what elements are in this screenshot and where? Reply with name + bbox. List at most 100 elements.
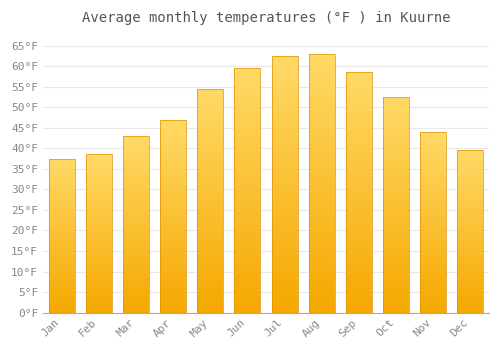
Bar bbox=[308, 196, 334, 199]
Bar bbox=[346, 149, 372, 152]
Bar bbox=[48, 257, 74, 259]
Bar bbox=[48, 180, 74, 182]
Bar bbox=[48, 226, 74, 228]
Bar bbox=[420, 237, 446, 238]
Bar bbox=[86, 249, 112, 251]
Bar bbox=[272, 84, 297, 87]
Bar bbox=[420, 235, 446, 237]
Bar bbox=[123, 147, 149, 148]
Bar bbox=[48, 186, 74, 188]
Bar bbox=[308, 204, 334, 206]
Bar bbox=[420, 247, 446, 249]
Bar bbox=[123, 162, 149, 164]
Bar bbox=[308, 294, 334, 297]
Bar bbox=[420, 291, 446, 293]
Bar bbox=[86, 305, 112, 306]
Bar bbox=[234, 68, 260, 71]
Bar bbox=[383, 306, 409, 308]
Bar bbox=[383, 119, 409, 121]
Bar bbox=[308, 191, 334, 194]
Bar bbox=[123, 309, 149, 311]
Bar bbox=[197, 241, 223, 243]
Bar bbox=[346, 87, 372, 89]
Bar bbox=[420, 190, 446, 191]
Bar bbox=[308, 266, 334, 269]
Bar bbox=[272, 79, 297, 82]
Bar bbox=[123, 297, 149, 299]
Bar bbox=[123, 159, 149, 161]
Bar bbox=[346, 147, 372, 149]
Bar bbox=[346, 276, 372, 279]
Bar bbox=[272, 164, 297, 166]
Bar bbox=[458, 280, 483, 282]
Bar bbox=[123, 201, 149, 203]
Bar bbox=[420, 141, 446, 143]
Bar bbox=[420, 195, 446, 197]
Bar bbox=[160, 123, 186, 125]
Bar bbox=[420, 282, 446, 284]
Bar bbox=[458, 290, 483, 292]
Bar bbox=[272, 297, 297, 300]
Bar bbox=[197, 122, 223, 125]
Bar bbox=[458, 288, 483, 290]
Bar bbox=[234, 203, 260, 205]
Bar bbox=[123, 299, 149, 300]
Bar bbox=[420, 148, 446, 150]
Bar bbox=[86, 156, 112, 158]
Bar bbox=[160, 307, 186, 309]
Bar bbox=[308, 175, 334, 178]
Bar bbox=[197, 102, 223, 104]
Bar bbox=[420, 197, 446, 199]
Bar bbox=[458, 154, 483, 155]
Bar bbox=[86, 275, 112, 276]
Bar bbox=[234, 239, 260, 242]
Bar bbox=[420, 204, 446, 206]
Bar bbox=[458, 279, 483, 280]
Bar bbox=[86, 289, 112, 290]
Bar bbox=[420, 191, 446, 193]
Bar bbox=[458, 238, 483, 240]
Bar bbox=[272, 210, 297, 212]
Bar bbox=[308, 149, 334, 152]
Bar bbox=[308, 183, 334, 186]
Bar bbox=[123, 282, 149, 284]
Bar bbox=[420, 132, 446, 134]
Bar bbox=[272, 128, 297, 130]
Bar bbox=[420, 186, 446, 188]
Bar bbox=[86, 221, 112, 223]
Bar bbox=[86, 206, 112, 208]
Bar bbox=[308, 82, 334, 85]
Bar bbox=[420, 193, 446, 195]
Bar bbox=[346, 219, 372, 221]
Bar bbox=[308, 178, 334, 181]
Bar bbox=[420, 150, 446, 152]
Bar bbox=[383, 147, 409, 149]
Bar bbox=[346, 197, 372, 199]
Bar bbox=[272, 212, 297, 215]
Bar bbox=[86, 203, 112, 205]
Bar bbox=[86, 183, 112, 184]
Bar bbox=[458, 244, 483, 246]
Bar bbox=[197, 104, 223, 107]
Bar bbox=[234, 98, 260, 100]
Bar bbox=[272, 207, 297, 210]
Bar bbox=[383, 274, 409, 276]
Bar bbox=[160, 239, 186, 241]
Bar bbox=[197, 91, 223, 93]
Bar bbox=[458, 194, 483, 196]
Bar bbox=[420, 251, 446, 253]
Bar bbox=[272, 56, 297, 313]
Bar bbox=[458, 261, 483, 262]
Bar bbox=[86, 292, 112, 294]
Bar bbox=[272, 277, 297, 279]
Bar bbox=[160, 121, 186, 123]
Bar bbox=[123, 157, 149, 159]
Bar bbox=[160, 288, 186, 289]
Bar bbox=[346, 229, 372, 231]
Bar bbox=[234, 273, 260, 276]
Bar bbox=[383, 308, 409, 310]
Bar bbox=[197, 201, 223, 203]
Bar bbox=[234, 124, 260, 127]
Bar bbox=[197, 232, 223, 234]
Bar bbox=[160, 253, 186, 255]
